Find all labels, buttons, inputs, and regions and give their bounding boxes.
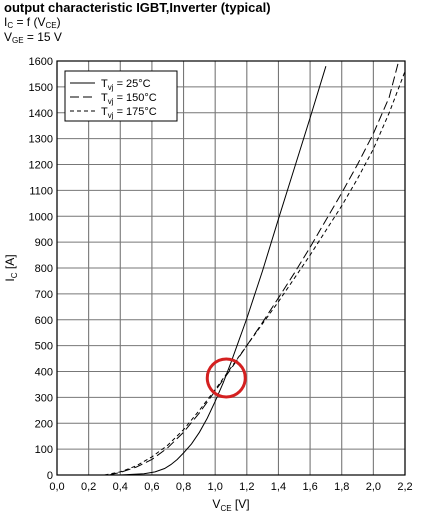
grid <box>56 60 406 476</box>
subtitle-close: ) <box>56 15 61 29</box>
x-tick-label: 1,4 <box>271 481 286 493</box>
x-axis-label-sub: CE <box>220 504 231 513</box>
legend-label: Tvj = 150°C <box>101 92 157 106</box>
y-tick-label: 1500 <box>29 82 53 94</box>
y-tick-label: 700 <box>35 289 53 301</box>
legend-label-main: T <box>101 106 108 118</box>
x-axis-label-unit: [V] <box>232 497 250 511</box>
chart-subtitle-condition: VGE = 15 V <box>4 30 62 48</box>
legend-box <box>64 70 178 122</box>
y-tick-label: 1100 <box>29 185 53 197</box>
y-tick-label: 1600 <box>29 56 53 68</box>
chart-subtitle-function: IC = f (VCE) <box>4 15 61 33</box>
y-tick-label: 0 <box>47 470 53 482</box>
highlight-circle <box>205 357 247 399</box>
x-tick-label: 2,2 <box>397 481 412 493</box>
legend-label-sub: vj <box>108 83 114 92</box>
y-axis-label-main: I <box>3 278 17 281</box>
curves <box>104 61 405 475</box>
y-tick-label: 100 <box>35 444 53 456</box>
x-tick-label: 1,2 <box>239 481 254 493</box>
x-tick-label: 1,6 <box>302 481 317 493</box>
x-tick-labels: 0,0 0,2 0,4 0,6 0,8 1,0 1,2 1,4 1,6 1,8 2,0 2,2 <box>49 481 412 493</box>
y-tick-label: 200 <box>35 418 53 430</box>
x-tick-label: 0,2 <box>81 481 96 493</box>
y-tick-label: 1300 <box>29 134 53 146</box>
x-axis-label: VCE [V] <box>212 497 249 513</box>
x-tick-label: 0,4 <box>113 481 128 493</box>
x-tick-label: 0,0 <box>49 481 64 493</box>
y-tick-label: 1400 <box>29 108 53 120</box>
legend-label-value: = 150°C <box>114 92 157 104</box>
condition-v-sub: GE <box>12 36 24 45</box>
legend-label: Tvj = 175°C <box>101 106 157 120</box>
series-line-1 <box>120 66 327 475</box>
subtitle-i-sub: C <box>7 21 14 30</box>
x-tick-label: 0,8 <box>176 481 191 493</box>
subtitle-mid: = f (V <box>13 15 46 29</box>
condition-v: V <box>4 30 13 44</box>
y-tick-label: 900 <box>35 237 53 249</box>
y-tick-label: 500 <box>35 341 53 353</box>
chart-title: output characteristic IGBT,Inverter (typ… <box>4 0 271 15</box>
x-tick-label: 1,0 <box>208 481 223 493</box>
y-tick-label: 800 <box>35 263 53 275</box>
series-line-3 <box>104 71 405 475</box>
x-tick-label: 1,8 <box>334 481 349 493</box>
y-axis-label: IC [A] <box>3 254 19 281</box>
legend-label-main: T <box>101 78 108 90</box>
y-tick-label: 600 <box>35 315 53 327</box>
y-tick-labels: 0 100 200 300 400 500 600 700 800 900 1000 1100 1200… <box>29 56 53 482</box>
y-tick-label: 300 <box>35 392 53 404</box>
condition-value: = 15 V <box>23 30 62 44</box>
legend-label-sub: vj <box>108 111 114 120</box>
x-tick-label: 0,6 <box>144 481 159 493</box>
subtitle-i: I <box>4 15 8 29</box>
plot-frame <box>56 60 406 476</box>
legend-label: Tvj = 25°C <box>101 78 151 92</box>
x-tick-label: 2,0 <box>366 481 381 493</box>
y-axis-label-unit: [A] <box>3 254 17 272</box>
y-tick-label: 1200 <box>29 160 53 172</box>
legend-label-value: = 175°C <box>114 106 157 118</box>
y-tick-label: 400 <box>35 367 53 379</box>
legend-label-sub: vj <box>108 97 114 106</box>
x-axis-label-main: V <box>212 497 220 511</box>
y-axis-label-sub: C <box>10 272 19 278</box>
legend-label-main: T <box>101 92 108 104</box>
legend-label-value: = 25°C <box>114 78 151 90</box>
subtitle-v-sub: CE <box>45 21 57 30</box>
y-tick-label: 1000 <box>29 211 53 223</box>
